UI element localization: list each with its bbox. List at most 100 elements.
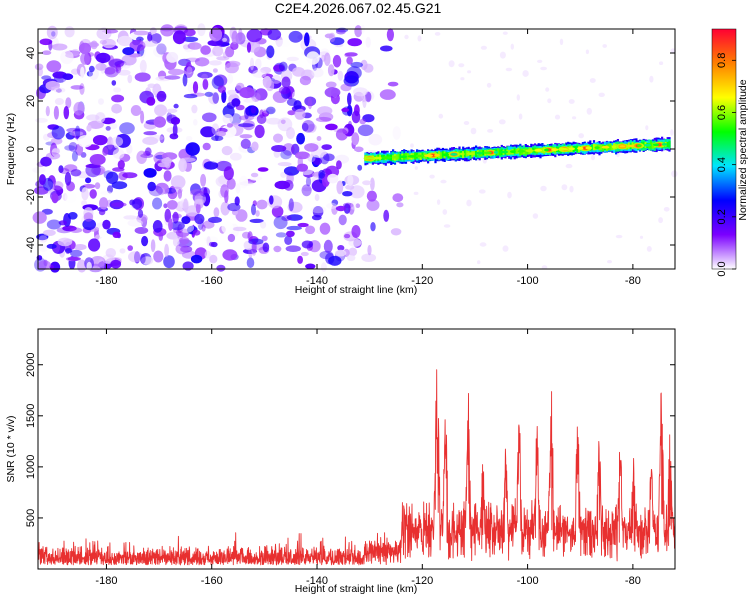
heatmap-cell xyxy=(354,146,364,153)
heatmap-cell xyxy=(365,157,375,160)
heatmap-cell xyxy=(119,248,126,254)
snr-background xyxy=(38,329,675,569)
heatmap-cell xyxy=(204,236,219,243)
heatmap-cell xyxy=(288,30,303,43)
heatmap-cell xyxy=(166,52,179,63)
spectrogram-y-ticks: -40 -20 0 20 40 xyxy=(25,47,675,253)
heatmap-cell xyxy=(413,191,419,195)
heatmap-cell xyxy=(508,150,511,155)
heatmap-cell xyxy=(525,149,534,153)
heatmap-cell xyxy=(98,258,105,271)
heatmap-cell xyxy=(510,43,514,50)
heatmap-cell xyxy=(163,170,172,182)
heatmap-cell xyxy=(201,224,206,232)
heatmap-cell xyxy=(172,237,180,247)
heatmap-cell xyxy=(410,143,414,148)
heatmap-cell xyxy=(220,201,230,216)
heatmap-cell xyxy=(68,142,78,152)
heatmap-cell xyxy=(156,90,167,102)
heatmap-cell xyxy=(475,151,478,157)
heatmap-cell xyxy=(460,77,465,81)
heatmap-cell xyxy=(282,143,295,156)
heatmap-cell xyxy=(355,203,361,208)
heatmap-cell xyxy=(286,225,302,231)
heatmap-cell xyxy=(186,66,193,75)
heatmap-cell xyxy=(367,244,372,256)
heatmap-cell xyxy=(204,250,211,259)
colorbar-tick-label: 0.2 xyxy=(716,209,728,224)
heatmap-cell xyxy=(50,37,59,48)
heatmap-cell xyxy=(185,142,200,156)
heatmap-cell xyxy=(368,133,383,146)
heatmap-cell xyxy=(502,31,508,35)
heatmap-cell xyxy=(112,231,121,238)
heatmap-cell xyxy=(280,119,286,125)
heatmap-cell xyxy=(83,212,94,222)
heatmap-cell xyxy=(639,235,644,239)
heatmap-cell xyxy=(123,215,138,220)
heatmap-cell xyxy=(186,136,193,141)
heatmap-cell xyxy=(106,171,119,184)
heatmap-cell xyxy=(296,132,305,145)
heatmap-cell xyxy=(601,145,610,149)
heatmap-cell xyxy=(65,248,73,254)
heatmap-cell xyxy=(663,207,670,212)
x-tick-label: -140 xyxy=(306,575,328,587)
heatmap-cell xyxy=(152,220,163,233)
heatmap-cell xyxy=(442,209,448,215)
heatmap-cell xyxy=(179,237,190,245)
heatmap-cell xyxy=(46,25,58,40)
heatmap-cell xyxy=(390,228,402,236)
heatmap-cell xyxy=(115,63,122,74)
heatmap-cell xyxy=(436,199,441,205)
heatmap-cell xyxy=(607,260,612,264)
heatmap-cell xyxy=(273,215,288,230)
heatmap-cell xyxy=(591,144,594,151)
heatmap-cell xyxy=(139,59,147,73)
heatmap-cell xyxy=(222,113,234,125)
heatmap-cell xyxy=(326,202,337,209)
heatmap-cell xyxy=(217,85,226,93)
heatmap-cell xyxy=(227,73,234,84)
heatmap-cell xyxy=(346,56,353,65)
heatmap-cell xyxy=(175,243,189,255)
heatmap-cell xyxy=(104,66,119,78)
heatmap-cell xyxy=(417,35,422,42)
heatmap-cell xyxy=(208,60,222,66)
heatmap-cell xyxy=(49,261,61,273)
heatmap-cell xyxy=(227,202,241,212)
heatmap-cell xyxy=(670,129,674,136)
heatmap-cell xyxy=(147,83,156,89)
heatmap-cell xyxy=(335,205,346,212)
heatmap-cell xyxy=(312,157,322,166)
heatmap-cell xyxy=(235,183,241,194)
heatmap-cell xyxy=(216,264,226,272)
heatmap-cell xyxy=(89,154,106,166)
heatmap-cell xyxy=(82,218,96,231)
heatmap-cell xyxy=(304,96,317,107)
heatmap-cell xyxy=(172,123,178,137)
heatmap-cell xyxy=(81,187,89,201)
heatmap-cell xyxy=(396,202,404,208)
heatmap-cell xyxy=(172,211,179,224)
heatmap-cell xyxy=(85,163,101,178)
heatmap-cell xyxy=(64,171,72,186)
heatmap-cell xyxy=(78,42,92,55)
heatmap-cell xyxy=(81,200,88,207)
heatmap-cell xyxy=(362,180,372,186)
heatmap-cell xyxy=(163,255,175,269)
heatmap-cell xyxy=(86,114,100,121)
heatmap-cell xyxy=(343,203,351,214)
heatmap-cell xyxy=(51,148,60,157)
heatmap-cell xyxy=(568,147,575,151)
heatmap-cell xyxy=(88,65,95,73)
heatmap-cell xyxy=(649,75,654,83)
heatmap-cell xyxy=(336,160,342,170)
heatmap-cell xyxy=(183,198,189,213)
y-tick-label: 500 xyxy=(25,509,37,527)
heatmap-cell xyxy=(39,174,46,186)
heatmap-cell xyxy=(507,191,512,199)
heatmap-cell xyxy=(301,120,315,133)
heatmap-cell xyxy=(650,141,653,149)
heatmap-cell xyxy=(644,143,651,147)
